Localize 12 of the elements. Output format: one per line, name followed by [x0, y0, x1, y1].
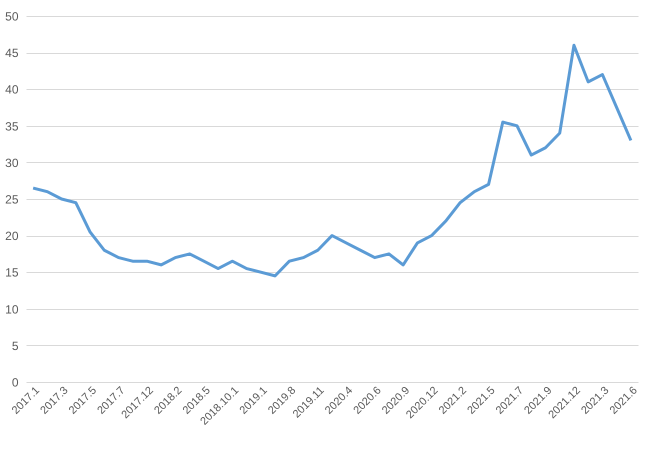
- y-tick-label: 5: [12, 338, 19, 353]
- line-series: [32, 44, 632, 278]
- y-tick-label: 40: [5, 82, 19, 97]
- y-tick-label: 20: [5, 229, 19, 244]
- y-tick-label: 15: [5, 266, 19, 280]
- y-tick-label: 50: [5, 10, 19, 24]
- y-tick-label: 10: [5, 302, 19, 316]
- y-tick-label: 45: [5, 46, 19, 60]
- y-tick-label: 25: [5, 192, 19, 206]
- y-tick-label: 35: [5, 119, 19, 134]
- y-tick-label: 30: [5, 156, 19, 170]
- y-tick-label: 0: [12, 376, 19, 390]
